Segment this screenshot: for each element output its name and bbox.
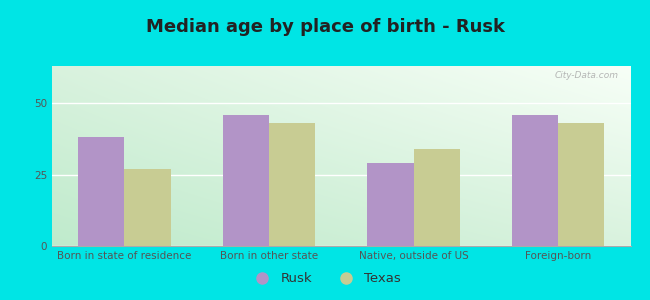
Bar	[124, 169, 170, 246]
Text: City-Data.com: City-Data.com	[555, 71, 619, 80]
Bar	[367, 163, 413, 246]
Bar	[558, 123, 605, 246]
Legend: Rusk, Texas: Rusk, Texas	[244, 267, 406, 290]
Bar	[512, 115, 558, 246]
Text: Median age by place of birth - Rusk: Median age by place of birth - Rusk	[146, 18, 504, 36]
Bar	[223, 115, 269, 246]
Bar	[78, 137, 124, 246]
Bar	[269, 123, 315, 246]
Bar	[413, 149, 460, 246]
